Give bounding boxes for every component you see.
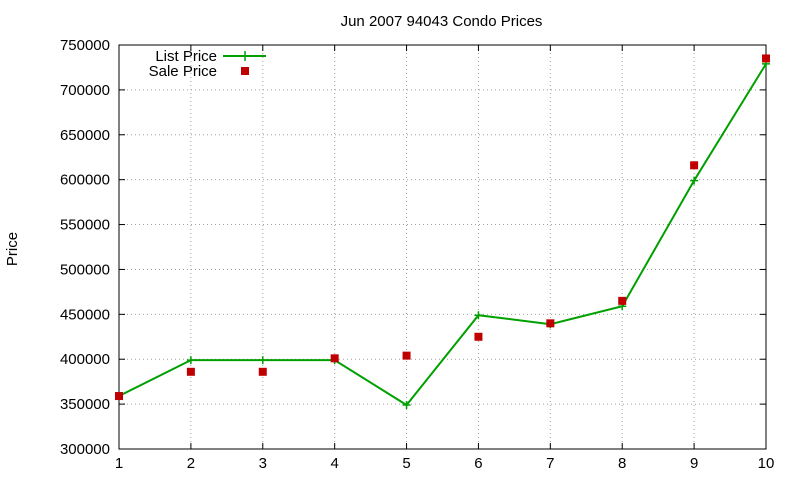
data-point	[690, 176, 699, 185]
data-point	[618, 296, 627, 305]
legend-label: List Price	[155, 48, 217, 65]
y-tick-label: 500000	[60, 261, 110, 278]
x-tick-label: 8	[618, 455, 626, 472]
series-sale-price	[115, 54, 770, 401]
chart-title: Jun 2007 94043 Condo Prices	[341, 13, 543, 30]
legend-marker	[241, 67, 249, 75]
x-tick-label: 1	[115, 455, 123, 472]
legend-marker	[240, 51, 250, 61]
y-tick-label: 600000	[60, 172, 110, 189]
y-tick-label: 700000	[60, 82, 110, 99]
grid-lines	[119, 45, 766, 449]
data-point	[258, 367, 267, 376]
x-tick-label: 9	[690, 455, 698, 472]
x-tick-label: 5	[402, 455, 410, 472]
y-tick-label: 300000	[60, 441, 110, 458]
series-list-price	[115, 59, 770, 410]
plot-border	[118, 44, 767, 450]
data-point	[186, 367, 195, 376]
series-layer	[115, 54, 770, 410]
y-tick-label: 450000	[60, 306, 110, 323]
data-point	[330, 354, 339, 363]
data-point	[402, 351, 411, 360]
y-tick-label: 400000	[60, 351, 110, 368]
x-tick-label: 10	[758, 455, 775, 472]
data-point	[258, 356, 267, 365]
y-axis-label: Price	[4, 232, 21, 266]
y-tick-label: 350000	[60, 396, 110, 413]
data-point	[546, 319, 555, 328]
x-tick-label: 7	[546, 455, 554, 472]
x-tick-label: 4	[330, 455, 338, 472]
y-tick-label: 650000	[60, 127, 110, 144]
x-tick-label: 6	[474, 455, 482, 472]
data-point	[762, 54, 770, 63]
data-point	[474, 311, 483, 320]
series-line	[118, 63, 767, 407]
data-point	[474, 332, 483, 341]
data-point	[402, 401, 411, 410]
data-point	[186, 356, 195, 365]
axis-ticks: 300000 350000 400000 450000 500000 550000 6000…	[60, 37, 774, 472]
y-tick-label: 550000	[60, 217, 110, 234]
x-tick-label: 3	[259, 455, 267, 472]
data-point	[690, 161, 699, 170]
x-tick-label: 2	[187, 455, 195, 472]
y-tick-label: 750000	[60, 37, 110, 54]
legend-label: Sale Price	[149, 63, 217, 80]
data-point	[115, 392, 123, 401]
